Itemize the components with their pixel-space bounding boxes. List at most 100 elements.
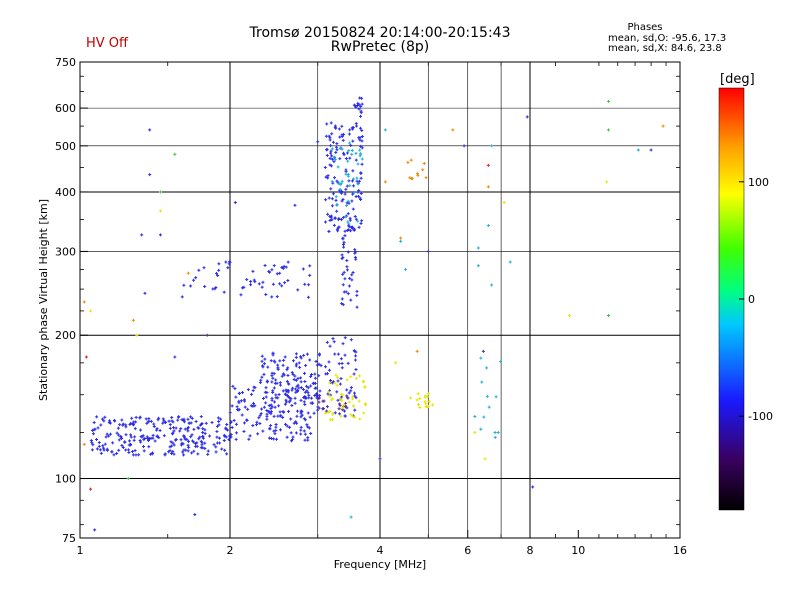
data-point <box>406 160 410 164</box>
data-point <box>329 121 333 125</box>
data-point <box>285 435 289 439</box>
data-point <box>342 403 346 407</box>
y-tick-label: 400 <box>55 186 76 199</box>
data-point <box>190 416 194 420</box>
data-point <box>274 393 278 397</box>
data-point <box>306 438 310 442</box>
data-point <box>418 396 422 400</box>
data-point <box>129 435 133 439</box>
data-point <box>354 158 358 162</box>
data-point <box>110 450 114 454</box>
data-point <box>607 99 611 103</box>
data-point <box>336 398 340 402</box>
data-point <box>333 411 337 415</box>
data-point <box>294 364 298 368</box>
data-point <box>349 143 353 147</box>
data-point <box>337 362 341 366</box>
data-point <box>133 427 137 431</box>
data-point <box>305 384 309 388</box>
y-axis-label: Stationary phase Virtual Height [km] <box>37 199 50 401</box>
data-point <box>272 414 276 418</box>
data-point <box>349 389 353 393</box>
data-point <box>192 427 196 431</box>
data-point <box>197 268 201 272</box>
data-point <box>330 197 334 201</box>
data-point <box>285 368 289 372</box>
data-point <box>240 286 244 290</box>
data-point <box>131 453 135 457</box>
data-point <box>340 302 344 306</box>
data-point <box>299 425 303 429</box>
data-point <box>227 434 231 438</box>
data-point <box>270 398 274 402</box>
data-point <box>340 147 344 151</box>
data-point <box>330 147 334 151</box>
data-point <box>339 357 343 361</box>
data-point <box>161 417 165 421</box>
data-point <box>107 434 111 438</box>
data-point <box>121 446 125 450</box>
data-point <box>281 363 285 367</box>
data-point <box>313 386 317 390</box>
data-point <box>172 429 176 433</box>
data-point <box>394 361 398 365</box>
data-point <box>242 421 246 425</box>
data-point <box>339 397 343 401</box>
data-point <box>272 264 276 268</box>
data-point <box>134 420 138 424</box>
data-point <box>231 384 235 388</box>
data-point <box>302 371 306 375</box>
data-point <box>328 344 332 348</box>
data-point <box>479 427 483 431</box>
data-point <box>341 197 345 201</box>
data-point <box>235 405 239 409</box>
data-point <box>479 356 483 360</box>
data-point <box>130 450 134 454</box>
data-point <box>312 411 316 415</box>
data-point <box>313 376 317 380</box>
data-point <box>262 405 266 409</box>
data-point <box>605 180 609 184</box>
data-point <box>351 169 355 173</box>
data-point <box>297 361 301 365</box>
data-point <box>352 372 356 376</box>
data-point <box>353 227 357 231</box>
data-point <box>338 382 342 386</box>
data-point <box>328 214 332 218</box>
data-point <box>134 415 138 419</box>
data-point <box>269 359 273 363</box>
data-point <box>321 407 325 411</box>
data-point <box>356 190 360 194</box>
data-point <box>155 428 159 432</box>
data-point <box>189 284 193 288</box>
data-point <box>418 405 422 409</box>
data-point <box>317 353 321 357</box>
data-point <box>142 449 146 453</box>
data-point <box>217 423 221 427</box>
data-point <box>342 132 346 136</box>
data-point <box>335 209 339 213</box>
data-point <box>296 388 300 392</box>
data-point <box>195 444 199 448</box>
data-point <box>345 259 349 263</box>
data-point <box>344 156 348 160</box>
data-point <box>324 134 328 138</box>
data-point <box>359 192 363 196</box>
data-point <box>182 448 186 452</box>
data-point <box>308 415 312 419</box>
data-point <box>296 409 300 413</box>
data-point <box>359 114 363 118</box>
data-point <box>170 452 174 456</box>
data-point <box>357 374 361 378</box>
data-point <box>260 375 264 379</box>
data-point <box>251 404 255 408</box>
data-point <box>325 147 329 151</box>
data-point <box>262 362 266 366</box>
data-point <box>223 448 227 452</box>
data-point <box>203 428 207 432</box>
data-point <box>119 435 123 439</box>
data-point <box>283 281 287 285</box>
data-point <box>531 485 535 489</box>
data-point <box>235 431 239 435</box>
data-point <box>330 179 334 183</box>
